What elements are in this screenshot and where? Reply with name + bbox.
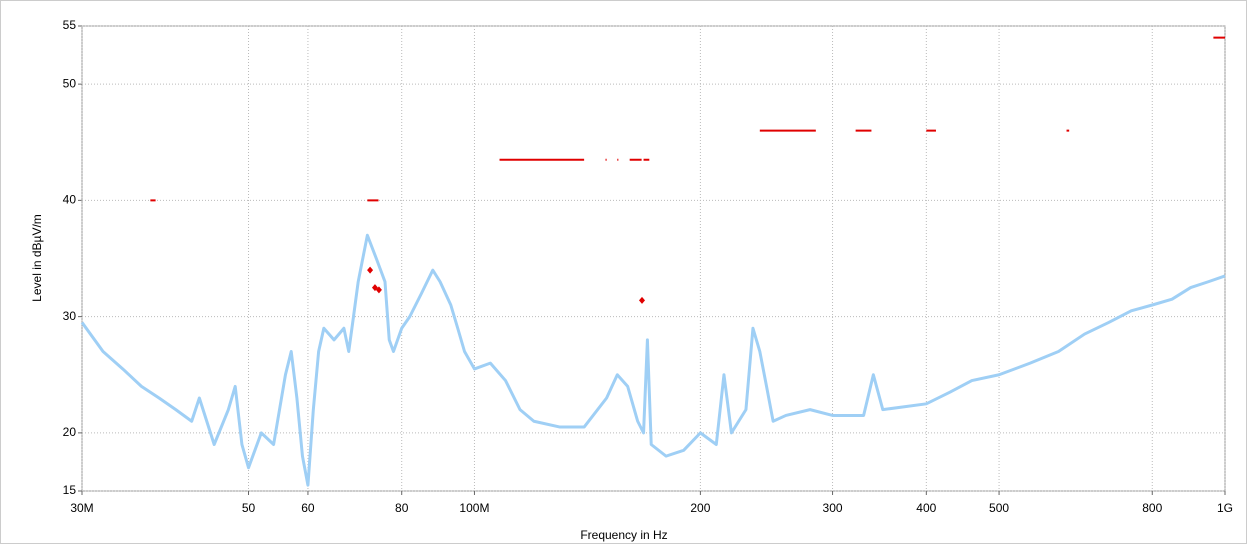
y-axis-label: Level in dBµV/m bbox=[30, 214, 44, 302]
data-line bbox=[80, 233, 1226, 487]
x-tick-label: 50 bbox=[242, 501, 256, 515]
plot-area bbox=[81, 25, 1226, 492]
x-tick-label: 400 bbox=[916, 501, 936, 515]
peak-marker bbox=[375, 286, 382, 294]
y-tick-label: 20 bbox=[63, 425, 77, 439]
x-axis-label: Frequency in Hz bbox=[580, 528, 667, 542]
x-tick-label: 60 bbox=[301, 501, 315, 515]
x-tick-label: 300 bbox=[823, 501, 843, 515]
y-tick-label: 15 bbox=[63, 483, 77, 497]
x-tick-label: 500 bbox=[989, 501, 1009, 515]
y-tick-label: 40 bbox=[63, 193, 77, 207]
y-tick-label: 50 bbox=[63, 76, 77, 90]
peak-marker bbox=[367, 266, 374, 274]
data-line bbox=[150, 36, 1225, 202]
x-tick-label: 800 bbox=[1142, 501, 1162, 515]
x-tick-label: 100M bbox=[459, 501, 489, 515]
y-tick-label: 55 bbox=[63, 18, 77, 32]
x-tick-label: 1G bbox=[1217, 501, 1233, 515]
x-tick-label: 80 bbox=[395, 501, 409, 515]
y-tick-label: 30 bbox=[63, 309, 77, 323]
peak-marker bbox=[638, 296, 645, 304]
x-tick-label: 200 bbox=[690, 501, 710, 515]
x-tick-label: 30M bbox=[70, 501, 93, 515]
